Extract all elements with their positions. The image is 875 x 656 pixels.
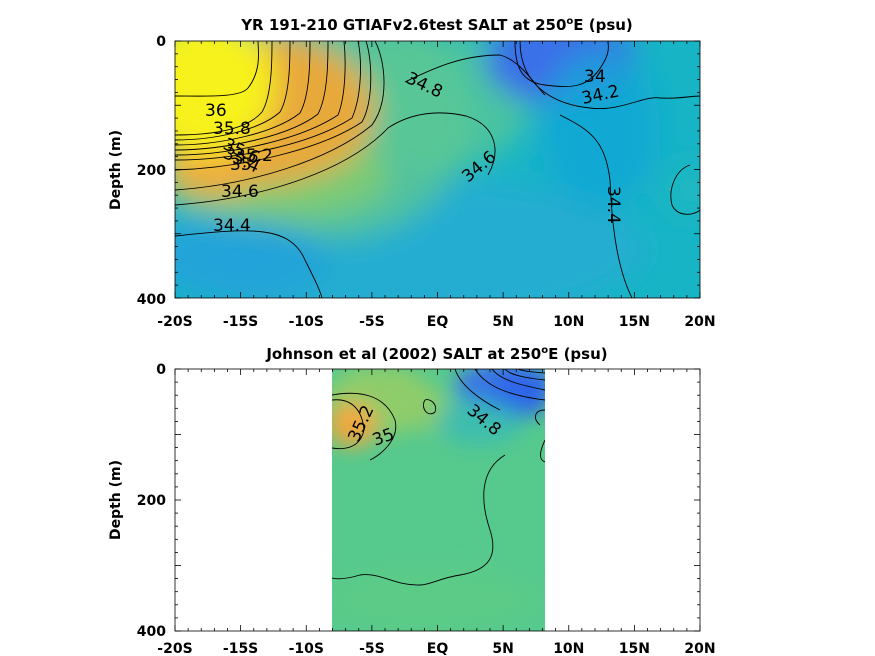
contour-line: [504, 369, 545, 381]
bottom-ticks: [174, 368, 701, 632]
top-x-tick-label: 10N: [553, 314, 584, 330]
contour-line: [519, 41, 700, 110]
bottom-x-tick-label: EQ: [427, 641, 449, 656]
top-contour-labels: 36 35.8 35.6 35.4 35.2 35 34.6 34.4 34.8…: [205, 67, 623, 236]
contour-line: [474, 369, 545, 401]
contour-line: [559, 114, 633, 298]
bottom-y-axis-label: Depth (m): [108, 460, 124, 540]
contour-label: 34.4: [603, 186, 623, 224]
bottom-x-tick-label: -10S: [289, 641, 324, 656]
contour-label: 36: [205, 101, 227, 121]
bottom-salinity-field: [332, 369, 545, 631]
contour-line: [517, 369, 545, 374]
contour-line: [175, 41, 259, 97]
top-contour-lines: [175, 41, 700, 298]
contour-label: 34: [584, 67, 606, 87]
contour-line: [540, 439, 545, 463]
contour-line: [175, 41, 329, 151]
top-y-tick-label: 0: [156, 34, 166, 50]
contour-line: [175, 112, 496, 206]
contour-label: 35.2: [235, 146, 273, 166]
top-x-tick-label: EQ: [427, 314, 449, 330]
top-x-tick-label: -20S: [157, 314, 192, 330]
contour-line: [175, 41, 311, 146]
contour-line: [175, 41, 372, 171]
bottom-x-tick-label: -20S: [157, 641, 192, 656]
bottom-x-tick-label: -15S: [223, 641, 258, 656]
top-y-axis-label: Depth (m): [108, 130, 124, 210]
bottom-x-tick-label: 5N: [492, 641, 513, 656]
top-x-tick-label: -15S: [223, 314, 258, 330]
contour-label: 34.4: [213, 216, 251, 236]
contour-line: [175, 41, 273, 136]
top-ticks: [174, 40, 701, 299]
top-y-tick-label: 200: [137, 163, 166, 179]
top-x-tick-label: 15N: [619, 314, 650, 330]
bottom-x-tick-label: -5S: [359, 641, 385, 656]
contour-line: [670, 164, 700, 215]
bottom-y-tick-label: 0: [156, 362, 166, 378]
bottom-y-tick-label: 200: [137, 493, 166, 509]
bottom-x-tick-label: 15N: [619, 641, 650, 656]
top-panel-title: YR 191-210 GTIAFv2.6test SALT at 250oE (…: [240, 16, 633, 34]
contour-line: [423, 399, 437, 415]
top-x-tick-label: 20N: [684, 314, 715, 330]
bottom-contour-lines: [332, 369, 545, 586]
contour-line: [175, 41, 291, 141]
contour-label: 35.8: [213, 119, 251, 139]
bottom-panel: Johnson et al (2002) SALT at 250oE (psu): [108, 345, 716, 656]
top-x-tick-label: -5S: [359, 314, 385, 330]
contour-line: [454, 369, 501, 411]
top-panel: YR 191-210 GTIAFv2.6test SALT at 250oE (…: [108, 16, 716, 330]
contour-line: [332, 454, 506, 586]
bottom-x-tick-label: 10N: [553, 641, 584, 656]
top-x-tick-label: 5N: [492, 314, 513, 330]
contour-line: [175, 230, 323, 298]
contour-line: [534, 409, 545, 426]
contour-line: [175, 41, 346, 156]
contour-label: 34.6: [221, 182, 259, 202]
contour-line: [514, 41, 609, 87]
top-salinity-field: [175, 41, 700, 298]
contour-line: [332, 392, 397, 461]
contour-label: 35: [230, 155, 252, 175]
bottom-panel-title: Johnson et al (2002) SALT at 250oE (psu): [265, 345, 607, 363]
bottom-y-tick-label: 400: [137, 624, 166, 640]
bottom-x-tick-label: 20N: [684, 641, 715, 656]
top-y-tick-label: 400: [137, 292, 166, 308]
contour-line: [175, 41, 361, 161]
contour-line: [491, 369, 545, 391]
top-x-tick-label: -10S: [289, 314, 324, 330]
contour-line: [332, 399, 365, 450]
contour-line: [175, 41, 385, 191]
